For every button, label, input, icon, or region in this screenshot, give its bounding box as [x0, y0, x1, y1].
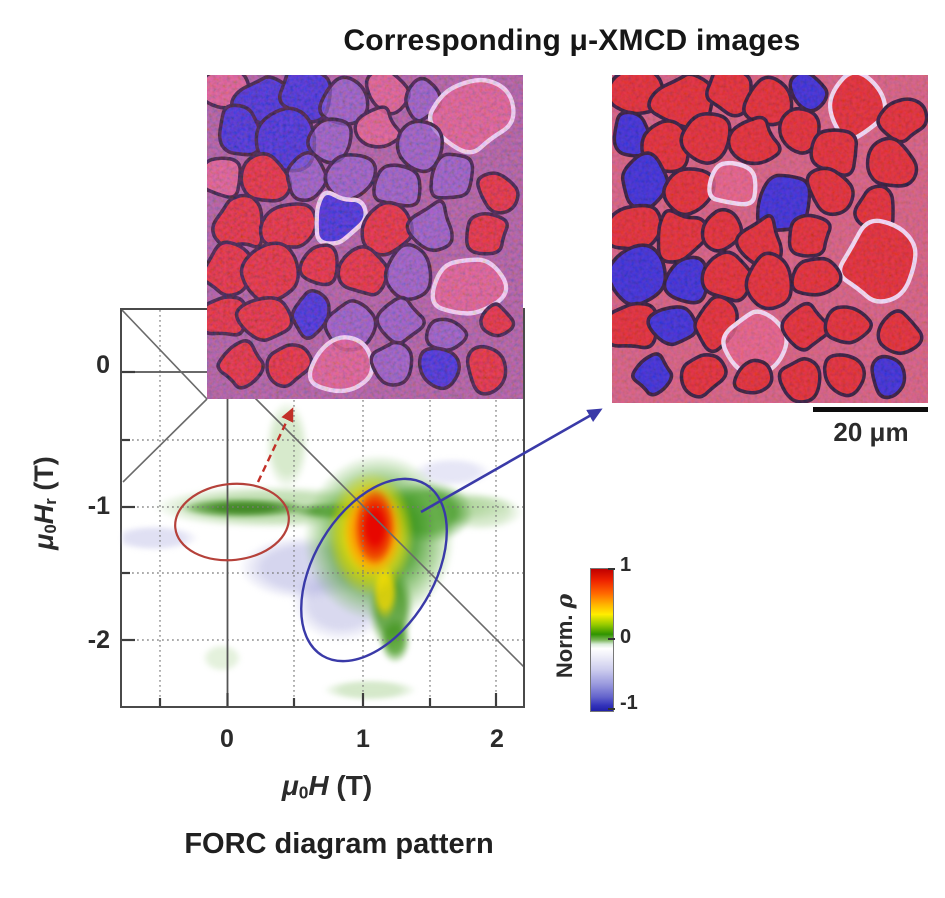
y-axis-label: μ0Hr (T) [29, 388, 65, 618]
x-axis-unit: (T) [328, 770, 373, 801]
x-tick-2: 2 [490, 725, 504, 753]
colorbar-tickmark-top [608, 568, 615, 570]
x-axis-label: μ0H (T) [227, 770, 427, 803]
y-axis-sub0: 0 [41, 524, 61, 534]
colorbar [590, 568, 614, 712]
x-axis-sub0: 0 [298, 782, 309, 803]
plot-caption: FORC diagram pattern [184, 828, 494, 860]
colorbar-label-rho: ρ [552, 593, 578, 609]
colorbar-label-text: Norm. [552, 614, 577, 679]
colorbar-tick-1: 1 [620, 554, 632, 576]
x-tick-1: 1 [356, 725, 370, 753]
xmcd-image-left [207, 75, 523, 399]
y-axis-unit: (T) [29, 456, 59, 499]
x-tick-0: 0 [220, 725, 234, 753]
y-axis-H: H [29, 504, 59, 525]
colorbar-tickmark-bottom [608, 708, 615, 710]
figure-title: Corresponding μ-XMCD images [343, 24, 801, 57]
x-axis-H: H [308, 770, 329, 801]
xmcd-image-right [612, 75, 928, 403]
colorbar-tick-0: 0 [620, 626, 632, 648]
scale-bar-label: 20 μm [833, 417, 909, 447]
colorbar-label: Norm. ρ [552, 556, 580, 716]
colorbar-tickmark-mid [608, 638, 615, 640]
y-tick-0: 0 [96, 351, 110, 379]
y-axis-subr: r [41, 498, 61, 505]
colorbar-tick-neg1: -1 [620, 692, 638, 714]
y-tick-1: -1 [87, 492, 110, 520]
y-axis-mu: μ [29, 533, 59, 550]
axis-ticks [122, 370, 498, 706]
x-axis-mu: μ [281, 770, 299, 801]
scale-bar [813, 407, 928, 412]
y-tick-2: -2 [87, 626, 110, 654]
